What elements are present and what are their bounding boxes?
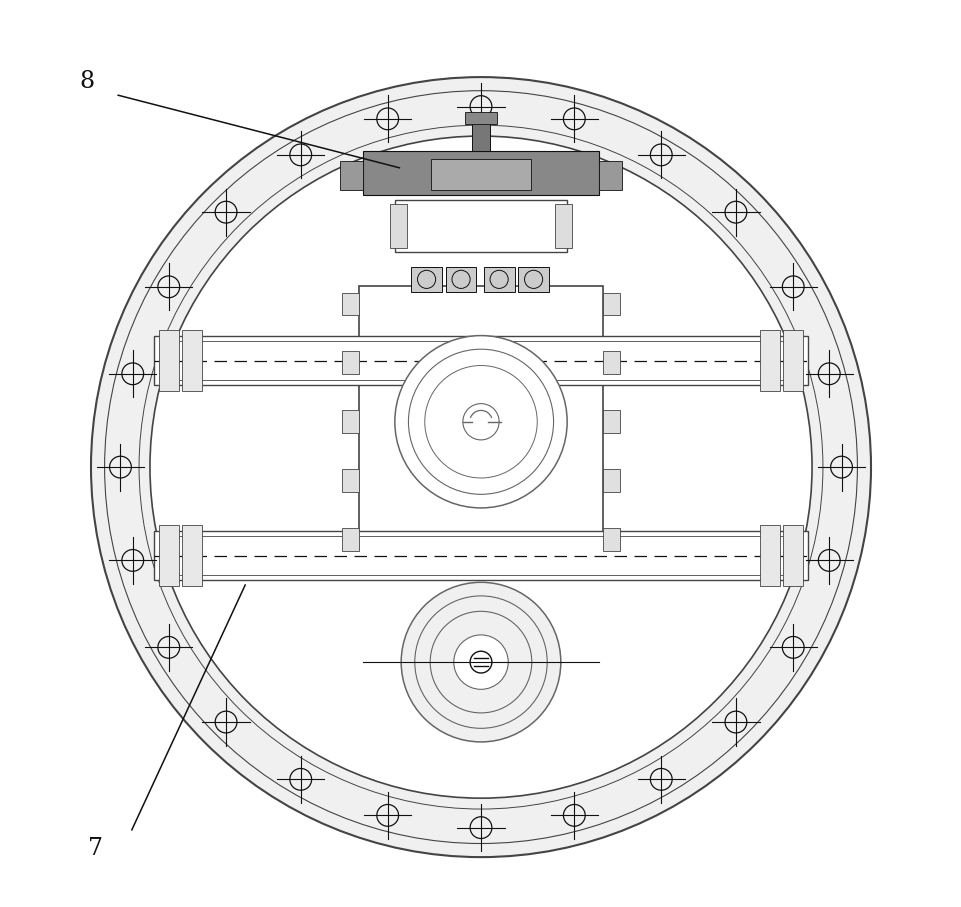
Bar <box>155 531 806 580</box>
Bar <box>358 286 603 558</box>
Bar <box>155 336 806 385</box>
Bar <box>342 351 358 374</box>
Bar <box>518 267 549 292</box>
Circle shape <box>91 77 870 857</box>
Bar <box>603 469 619 492</box>
Bar <box>390 204 407 248</box>
Bar <box>159 330 179 391</box>
Circle shape <box>150 136 811 798</box>
Bar <box>759 525 779 586</box>
Bar <box>394 200 567 252</box>
Bar <box>182 525 202 586</box>
Bar <box>161 536 800 575</box>
Bar <box>342 292 358 315</box>
Bar <box>182 330 202 391</box>
Bar <box>410 267 441 292</box>
Bar <box>362 151 599 195</box>
Circle shape <box>454 635 507 689</box>
Bar <box>340 161 362 190</box>
Bar <box>342 469 358 492</box>
Bar <box>603 292 619 315</box>
Bar <box>599 161 621 190</box>
Circle shape <box>394 336 567 508</box>
Bar <box>782 330 802 391</box>
Bar <box>342 528 358 551</box>
Bar <box>603 351 619 374</box>
Bar <box>603 528 619 551</box>
Bar <box>161 341 800 380</box>
Text: 8: 8 <box>79 70 94 93</box>
Bar <box>445 267 476 292</box>
Bar <box>431 159 530 190</box>
Circle shape <box>401 582 560 742</box>
Text: 7: 7 <box>88 836 103 860</box>
Bar <box>759 330 779 391</box>
Bar <box>554 204 571 248</box>
Bar <box>603 410 619 433</box>
Bar <box>483 267 514 292</box>
Bar <box>159 525 179 586</box>
Bar <box>464 112 497 124</box>
Bar <box>342 410 358 433</box>
Bar <box>472 120 489 151</box>
Bar <box>782 525 802 586</box>
